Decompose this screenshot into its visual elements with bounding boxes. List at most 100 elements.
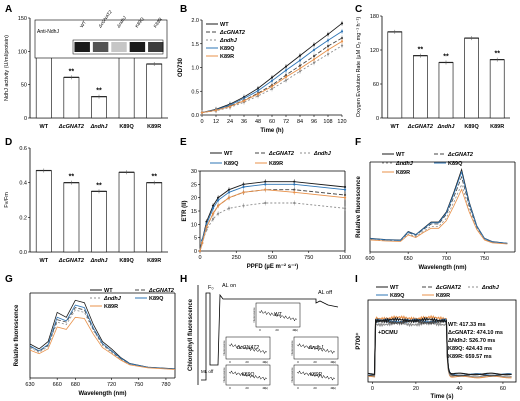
label-ml-off: ML off: [201, 369, 214, 374]
bar-K89R: [489, 59, 505, 119]
legend-label-ΔcGNAT2: ΔcGNAT2: [435, 285, 461, 291]
x-tick-label: 48: [255, 119, 261, 125]
blot-lane-label: K89Q: [134, 16, 145, 29]
x-tick-label: 780: [161, 382, 170, 388]
legend-label-ΔcGNAT2: ΔcGNAT2: [447, 152, 473, 158]
series-ΔcGNAT2: [199, 189, 346, 252]
inset-label: K89R: [310, 372, 323, 378]
legend-label-WT: WT: [224, 151, 233, 157]
series-ΔndhJ: [29, 309, 176, 370]
x-tick-label: 108: [323, 119, 332, 125]
series-WT: [369, 168, 508, 244]
significance-mark: **: [418, 47, 424, 54]
y-tick-label: 0: [376, 116, 379, 122]
x-tick-label-0: WT: [391, 124, 400, 130]
series-K89R: [29, 316, 176, 370]
significance-mark: **: [69, 174, 75, 181]
legend-label-K89Q: K89Q: [149, 296, 164, 302]
x-tick-label: 24: [227, 119, 233, 125]
legend-label-WT: WT: [396, 152, 405, 158]
inset-trace: [228, 343, 268, 355]
inset-x-tick: 40: [330, 360, 334, 364]
panel-label-C: C: [355, 4, 362, 15]
panel-label-G: G: [5, 274, 13, 285]
significance-mark: **: [151, 174, 157, 181]
blot-band: [148, 42, 164, 52]
y-tick-label: 0.0: [19, 250, 27, 256]
inset-x-unit: (s): [265, 386, 269, 390]
panel-A: 0 50 100 150 WT ** ΔcGNAT2 ** ΔndhJ K89Q ** K89R Ndh…: [4, 9, 168, 130]
series-ΔcGNAT2: [29, 307, 176, 370]
y-tick-label: 0.0: [191, 113, 199, 119]
bar-WT: [387, 31, 403, 119]
legend-label-K89Q: K89Q: [224, 161, 239, 167]
legend-label-K89Q: K89Q: [220, 46, 235, 52]
inset-K89Q: [225, 364, 271, 386]
legend-label-K89R: K89R: [396, 170, 410, 176]
label-al-off: AL off: [318, 290, 333, 296]
series-K89R: [369, 188, 508, 245]
inset-x-tick: 0: [229, 360, 231, 364]
x-tick-label-4: K89R: [147, 258, 161, 264]
inset-x-tick: 40: [262, 386, 266, 390]
bar-K89Q: [464, 37, 479, 119]
y-tick-label: 0.2: [19, 215, 27, 221]
bar-ΔndhJ: [91, 96, 107, 119]
x-tick-label: 60: [269, 119, 275, 125]
legend-label-K89R: K89R: [436, 293, 450, 299]
annotation-dcmu: +DCMU: [378, 330, 398, 336]
x-tick-label: 750: [304, 255, 313, 261]
y-axis-label: Chlorophyll fluorescence: [188, 298, 194, 371]
blot-frame: [72, 39, 164, 55]
x-axis-label: Time (s): [431, 394, 454, 400]
panel-label-D: D: [5, 137, 12, 148]
y-tick-label: 50: [21, 83, 27, 89]
series-ΔndhJ: [369, 183, 508, 245]
x-tick-label: 0: [200, 119, 203, 125]
bar-WT: [35, 170, 52, 253]
x-tick-label: 72: [283, 119, 289, 125]
x-tick-label: 40: [456, 386, 462, 392]
y-tick-label: 1.0: [191, 66, 199, 72]
series-ΔndhJ: [199, 202, 346, 252]
y-axis-label: Relative fluorescence: [356, 175, 362, 237]
x-tick-label: 700: [442, 256, 451, 262]
inset-x-unit: (s): [333, 386, 337, 390]
inset-x-tick: 0: [297, 360, 299, 364]
panel-H: Chlorophyll fluorescence F₀ AL on AL off ML …: [188, 283, 339, 390]
y-tick-label: 100: [18, 49, 27, 55]
inset-x-tick: 20: [245, 360, 249, 364]
x-tick-label-2: ΔndhJ: [90, 124, 109, 130]
x-tick-label: 600: [365, 256, 374, 262]
x-tick-label: 84: [297, 119, 303, 125]
inset-x-tick: 0: [259, 328, 261, 332]
x-tick-label: 750: [134, 382, 143, 388]
inset-ΔcGNAT2: [225, 336, 271, 360]
x-axis-label: Wavelength (nm): [78, 391, 126, 397]
inset-x-tick: 0: [297, 386, 299, 390]
x-tick-label-0: WT: [40, 124, 49, 130]
x-tick-label: 250: [232, 255, 241, 261]
inset-trace: [258, 309, 298, 322]
panel-label-A: A: [5, 4, 12, 15]
panel-D: 0.0 0.2 0.4 0.6 WT ** ΔcGNAT2 ** ΔndhJ K89Q ** K89R…: [4, 146, 168, 264]
legend-label-ΔcGNAT2: ΔcGNAT2: [268, 151, 294, 157]
y-tick-label: 5: [194, 236, 197, 242]
series-K89R: [199, 189, 346, 252]
inset-K89R: [293, 364, 339, 386]
significance-mark: **: [96, 182, 102, 189]
x-tick-label-4: K89R: [147, 124, 161, 130]
bar-ΔcGNAT2: [63, 182, 80, 253]
halftime-3: K89Q: 424.43 ms: [448, 346, 492, 352]
panel-I: 0 20 40 60 Time (s) P700⁺ WT ΔcGNAT2 ΔndhJ K89Q K8…: [355, 285, 517, 400]
x-axis-label: Wavelength (nm): [418, 265, 466, 271]
bar-ΔcGNAT2: [63, 76, 80, 119]
x-tick-label: 750: [480, 256, 489, 262]
x-tick-label: 96: [311, 119, 317, 125]
legend-label-K89R: K89R: [269, 161, 283, 167]
halftime-4: K89R: 659.57 ms: [448, 354, 492, 360]
blot-label: Anti-NdhJ: [37, 29, 59, 35]
x-tick-label-1: ΔcGNAT2: [58, 258, 84, 264]
blot-lane-label: K89R: [153, 16, 164, 29]
y-axis-label: NdhJ activity (U/ml/protein): [4, 35, 10, 101]
